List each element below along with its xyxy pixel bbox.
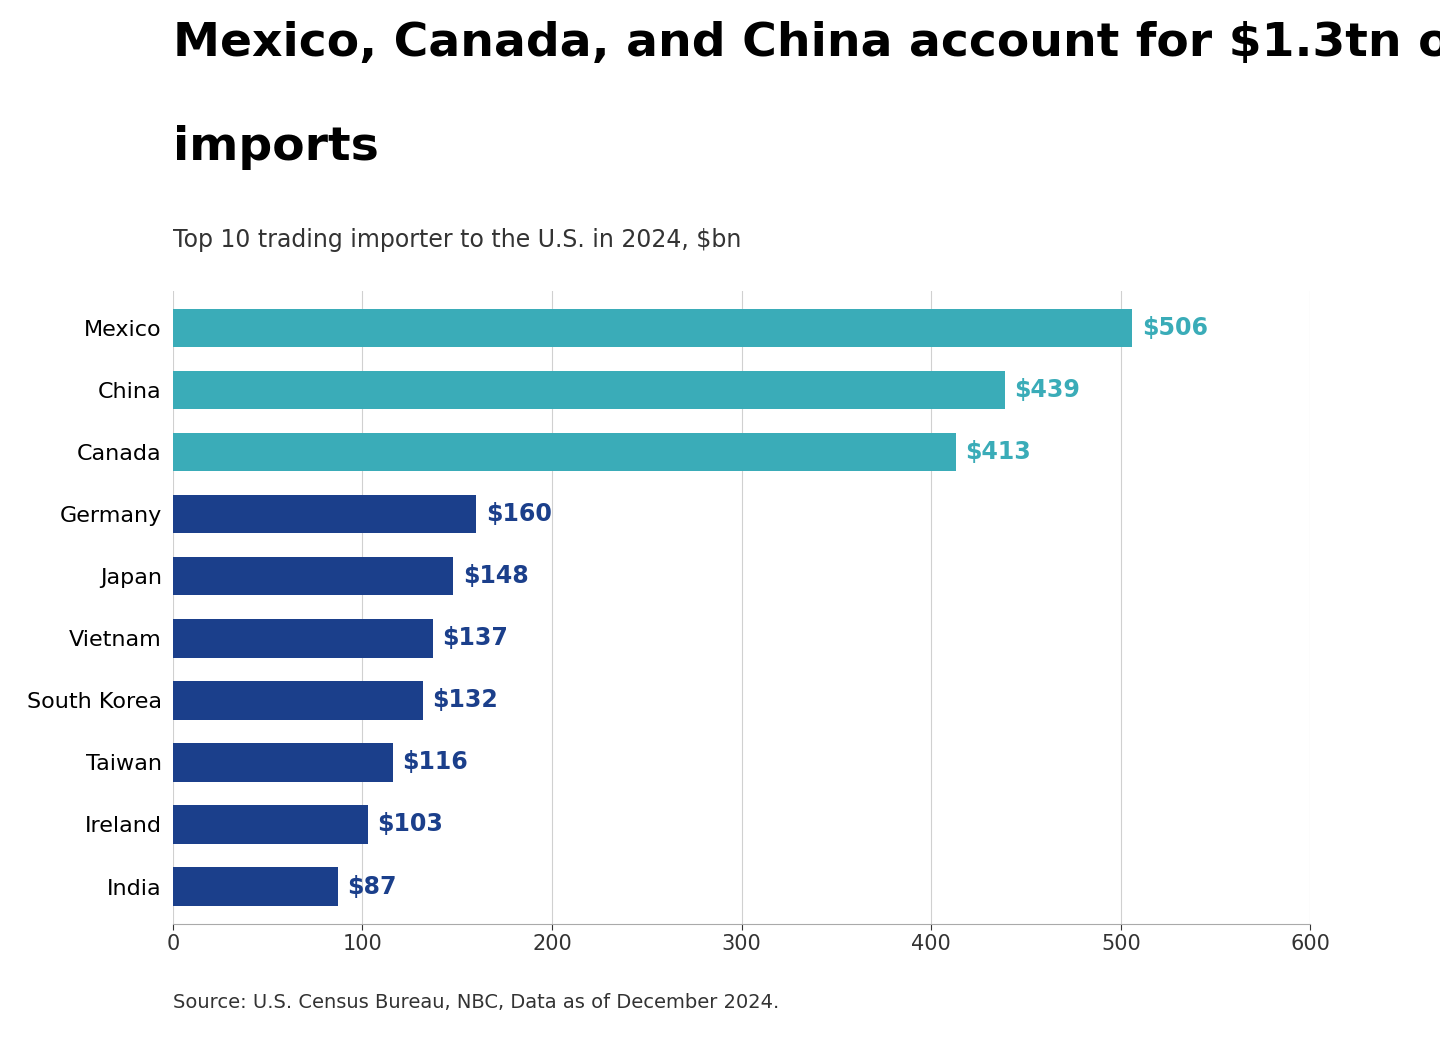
Bar xyxy=(173,743,393,782)
Text: Top 10 trading importer to the U.S. in 2024, $bn: Top 10 trading importer to the U.S. in 2… xyxy=(173,228,742,252)
Text: $413: $413 xyxy=(965,440,1031,464)
Text: Mexico, Canada, and China account for $1.3tn of: Mexico, Canada, and China account for $1… xyxy=(173,21,1440,65)
Bar xyxy=(173,868,338,906)
Bar xyxy=(173,681,423,719)
Text: imports: imports xyxy=(173,125,379,169)
Text: $116: $116 xyxy=(402,750,468,774)
Bar xyxy=(173,495,477,534)
Text: $506: $506 xyxy=(1142,316,1208,339)
Text: Source: U.S. Census Bureau, NBC, Data as of December 2024.: Source: U.S. Census Bureau, NBC, Data as… xyxy=(173,993,779,1012)
Bar xyxy=(173,308,1132,347)
Text: $160: $160 xyxy=(485,502,552,526)
Text: $87: $87 xyxy=(347,875,397,899)
Text: $132: $132 xyxy=(432,688,498,712)
Text: $103: $103 xyxy=(377,813,444,837)
Bar xyxy=(173,557,454,596)
Text: $137: $137 xyxy=(442,626,508,650)
Bar xyxy=(173,371,1005,409)
Text: $439: $439 xyxy=(1015,378,1080,402)
Bar xyxy=(173,805,369,844)
Bar xyxy=(173,433,956,471)
Text: $148: $148 xyxy=(462,565,528,589)
Bar xyxy=(173,619,432,657)
